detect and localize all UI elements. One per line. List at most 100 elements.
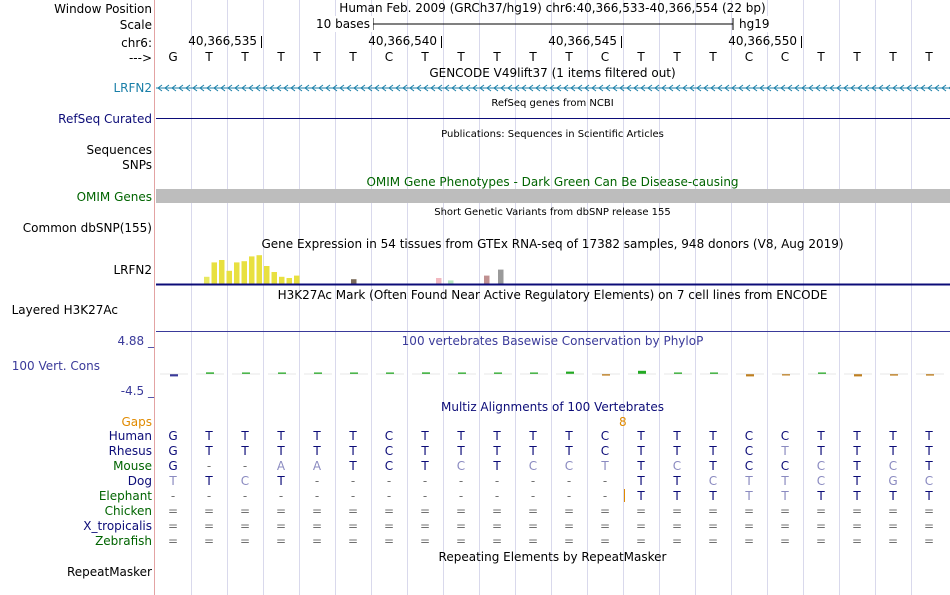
alignment-base[interactable]: T bbox=[673, 489, 681, 503]
alignment-base[interactable]: T bbox=[673, 474, 681, 488]
alignment-base[interactable]: C bbox=[924, 474, 934, 488]
alignment-base[interactable]: - bbox=[422, 489, 428, 503]
alignment-base[interactable]: = bbox=[167, 519, 179, 533]
reference-base[interactable]: T bbox=[313, 50, 321, 64]
alignment-base[interactable]: = bbox=[347, 504, 359, 518]
alignment-base[interactable]: = bbox=[563, 519, 575, 533]
alignment-base[interactable]: T bbox=[529, 444, 537, 458]
alignment-base[interactable]: - bbox=[242, 459, 248, 473]
alignment-base[interactable]: T bbox=[637, 459, 645, 473]
alignment-base[interactable]: C bbox=[816, 474, 826, 488]
alignment-base[interactable]: C bbox=[384, 459, 394, 473]
alignment-base[interactable]: - bbox=[530, 489, 536, 503]
alignment-base[interactable]: - bbox=[494, 489, 500, 503]
alignment-base[interactable]: = bbox=[419, 534, 431, 548]
reference-base[interactable]: C bbox=[744, 50, 754, 64]
alignment-base[interactable]: - bbox=[206, 459, 212, 473]
alignment-base[interactable]: = bbox=[239, 519, 251, 533]
alignment-base[interactable]: T bbox=[853, 429, 861, 443]
omim-phenotype-bar[interactable] bbox=[156, 189, 950, 203]
alignment-base[interactable]: G bbox=[888, 474, 898, 488]
alignment-base[interactable]: = bbox=[563, 504, 575, 518]
reference-base[interactable]: T bbox=[925, 50, 933, 64]
alignment-base[interactable]: - bbox=[566, 489, 572, 503]
alignment-base[interactable]: = bbox=[671, 534, 683, 548]
alignment-base[interactable]: C bbox=[528, 459, 538, 473]
alignment-base[interactable]: = bbox=[815, 504, 827, 518]
reference-base[interactable]: T bbox=[493, 50, 501, 64]
alignment-base[interactable]: T bbox=[853, 474, 861, 488]
alignment-base[interactable]: T bbox=[277, 474, 285, 488]
alignment-base[interactable]: = bbox=[923, 504, 935, 518]
alignment-base[interactable]: T bbox=[853, 489, 861, 503]
alignment-base[interactable]: G bbox=[168, 444, 178, 458]
alignment-base[interactable]: - bbox=[458, 489, 464, 503]
alignment-base[interactable]: = bbox=[491, 534, 503, 548]
alignment-base[interactable]: - bbox=[602, 474, 608, 488]
alignment-base[interactable]: T bbox=[241, 444, 249, 458]
reference-base[interactable]: T bbox=[817, 50, 825, 64]
reference-base[interactable]: T bbox=[889, 50, 897, 64]
alignment-base[interactable]: T bbox=[817, 489, 825, 503]
alignment-base[interactable]: = bbox=[635, 534, 647, 548]
gencode-track-label[interactable]: LRFN2 bbox=[113, 81, 152, 95]
alignment-base[interactable]: C bbox=[240, 474, 250, 488]
alignment-base[interactable]: G bbox=[168, 459, 178, 473]
alignment-base[interactable]: C bbox=[888, 459, 898, 473]
alignment-base[interactable]: T bbox=[565, 444, 573, 458]
reference-base[interactable]: G bbox=[168, 50, 178, 64]
alignment-base[interactable]: C bbox=[384, 429, 394, 443]
alignment-base[interactable]: T bbox=[781, 489, 789, 503]
alignment-base[interactable]: T bbox=[493, 429, 501, 443]
alignment-base[interactable]: - bbox=[242, 489, 248, 503]
alignment-base[interactable]: = bbox=[851, 534, 863, 548]
alignment-base[interactable]: T bbox=[637, 489, 645, 503]
reference-base[interactable]: T bbox=[421, 50, 429, 64]
alignment-base[interactable]: T bbox=[493, 459, 501, 473]
alignment-base[interactable]: - bbox=[278, 489, 284, 503]
alignment-base[interactable]: - bbox=[386, 489, 392, 503]
alignment-base[interactable]: T bbox=[349, 429, 357, 443]
alignment-base[interactable]: T bbox=[853, 459, 861, 473]
alignment-base[interactable]: = bbox=[707, 504, 719, 518]
h3k27ac-track-label[interactable]: Layered H3K27Ac bbox=[11, 303, 118, 317]
alignment-base[interactable]: A bbox=[276, 459, 286, 473]
alignment-base[interactable]: = bbox=[383, 534, 395, 548]
alignment-base[interactable]: - bbox=[350, 474, 356, 488]
alignment-base[interactable]: = bbox=[383, 504, 395, 518]
alignment-base[interactable]: = bbox=[527, 519, 539, 533]
reference-base[interactable]: T bbox=[349, 50, 357, 64]
alignment-base[interactable]: = bbox=[275, 519, 287, 533]
alignment-base[interactable]: = bbox=[743, 519, 755, 533]
reference-base[interactable]: T bbox=[853, 50, 861, 64]
reference-base[interactable]: T bbox=[565, 50, 573, 64]
alignment-base[interactable]: T bbox=[673, 444, 681, 458]
alignment-base[interactable]: = bbox=[167, 504, 179, 518]
repeatmasker-track-label[interactable]: RepeatMasker bbox=[66, 565, 152, 579]
alignment-base[interactable]: T bbox=[349, 459, 357, 473]
species-label[interactable]: Elephant bbox=[98, 489, 152, 503]
alignment-base[interactable]: T bbox=[817, 429, 825, 443]
alignment-base[interactable]: - bbox=[314, 489, 320, 503]
alignment-base[interactable]: = bbox=[707, 534, 719, 548]
reference-base[interactable]: T bbox=[637, 50, 645, 64]
alignment-base[interactable]: T bbox=[565, 429, 573, 443]
alignment-base[interactable]: T bbox=[637, 474, 645, 488]
alignment-base[interactable]: T bbox=[745, 489, 753, 503]
alignment-base[interactable]: T bbox=[925, 459, 933, 473]
alignment-base[interactable]: = bbox=[635, 519, 647, 533]
alignment-base[interactable]: = bbox=[419, 519, 431, 533]
gap-count-marker[interactable]: 8 bbox=[619, 415, 627, 429]
alignment-base[interactable]: T bbox=[817, 444, 825, 458]
alignment-base[interactable]: T bbox=[889, 489, 897, 503]
alignment-base[interactable]: C bbox=[780, 429, 790, 443]
alignment-base[interactable]: T bbox=[637, 444, 645, 458]
alignment-base[interactable]: - bbox=[530, 474, 536, 488]
alignment-base[interactable]: T bbox=[709, 489, 717, 503]
alignment-base[interactable]: = bbox=[923, 534, 935, 548]
alignment-base[interactable]: = bbox=[203, 504, 215, 518]
alignment-base[interactable]: = bbox=[203, 534, 215, 548]
phylop-conservation-plot[interactable] bbox=[156, 352, 950, 396]
alignment-base[interactable]: T bbox=[349, 444, 357, 458]
dbsnp-track-label[interactable]: Common dbSNP(155) bbox=[22, 221, 152, 235]
